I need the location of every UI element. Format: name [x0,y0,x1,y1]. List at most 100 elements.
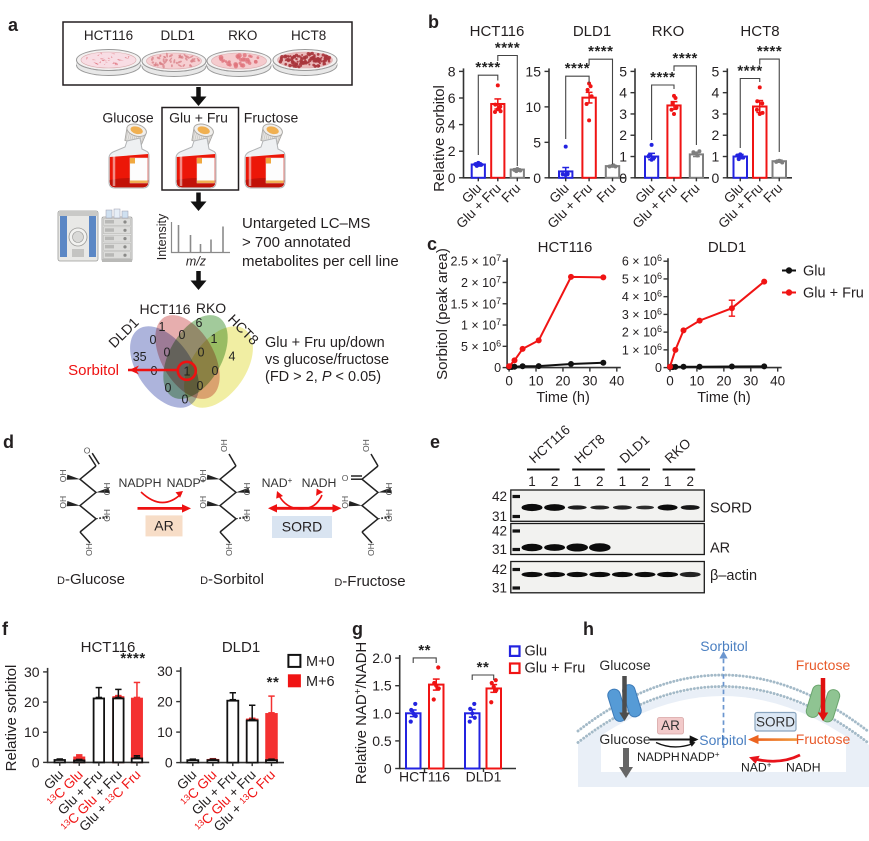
svg-text:**: ** [418,642,431,659]
svg-text:2: 2 [686,474,694,489]
svg-text:2.0: 2.0 [372,650,392,666]
svg-text:HCT116: HCT116 [470,23,525,40]
svg-text:0: 0 [164,346,171,360]
svg-text:1: 1 [712,149,720,165]
svg-text:42: 42 [492,524,507,539]
svg-text:10: 10 [529,374,544,389]
svg-text:Relative sorbitol: Relative sorbitol [3,665,20,772]
svg-text:NAD+: NAD+ [262,476,293,490]
svg-text:0: 0 [494,361,501,375]
svg-text:0: 0 [533,170,541,186]
svg-text:Glucose: Glucose [102,110,154,126]
svg-text:h: h [583,619,594,639]
svg-text:15: 15 [525,63,541,79]
svg-text:RKO: RKO [228,28,257,43]
svg-text:Time (h): Time (h) [536,390,589,406]
svg-text:2 × 106: 2 × 106 [622,324,662,340]
svg-text:NADPH: NADPH [637,750,680,764]
svg-text:OH: OH [102,509,112,522]
svg-text:6 × 106: 6 × 106 [622,253,662,269]
svg-text:NADH: NADH [302,476,337,490]
svg-text:8: 8 [448,63,456,79]
svg-text:2 × 107: 2 × 107 [461,274,501,290]
svg-text:HCT8: HCT8 [291,28,326,43]
svg-text:****: **** [588,43,613,60]
svg-text:d: d [3,432,14,452]
svg-text:Glu + Fru: Glu + Fru [545,181,596,232]
svg-text:DLD1: DLD1 [222,639,260,656]
svg-text:40: 40 [609,374,624,389]
svg-text:10: 10 [24,724,40,740]
svg-text:a: a [8,15,19,35]
svg-text:2: 2 [596,474,604,489]
svg-text:OH: OH [384,483,394,496]
svg-text:Fru: Fru [760,181,785,206]
svg-text:HCT116: HCT116 [538,239,593,256]
svg-text:20: 20 [555,374,570,389]
svg-text:Glu + Fru: Glu + Fru [629,181,680,232]
svg-text:5 × 106: 5 × 106 [622,271,662,287]
svg-text:10: 10 [525,99,541,115]
svg-text:****: **** [120,650,145,667]
svg-text:10: 10 [157,724,173,740]
svg-text:0: 0 [655,361,662,375]
svg-text:Sorbitol: Sorbitol [699,732,746,748]
svg-text:HCT8: HCT8 [571,431,607,466]
svg-text:e: e [430,432,440,452]
svg-text:2.5 × 107: 2.5 × 107 [451,253,502,269]
svg-text:4: 4 [712,85,720,101]
svg-text:Glu + Fru: Glu + Fru [803,286,864,302]
svg-text:**: ** [477,659,490,676]
svg-text:Glu + Fru up/down: Glu + Fru up/down [265,335,385,351]
svg-text:5 × 106: 5 × 106 [461,338,501,354]
svg-text:Sorbitol (peak area): Sorbitol (peak area) [434,248,451,380]
svg-text:5: 5 [619,63,627,79]
svg-text:RKO: RKO [662,435,694,466]
svg-text:0: 0 [505,374,513,389]
svg-text:Sorbitol: Sorbitol [700,638,747,654]
svg-text:2: 2 [448,143,456,159]
svg-text:OH: OH [219,439,229,452]
svg-text:0: 0 [448,170,456,186]
svg-text:Glu: Glu [803,264,826,280]
svg-text:30: 30 [157,663,173,679]
svg-text:1: 1 [573,474,581,489]
svg-text:(FD > 2, P < 0.05): (FD > 2, P < 0.05) [265,369,381,385]
svg-text:OH: OH [242,483,252,496]
svg-text:OH: OH [366,543,376,556]
svg-text:****: **** [737,63,762,80]
svg-text:Fru: Fru [678,181,703,206]
svg-text:NADH: NADH [786,761,821,775]
svg-text:NADP+: NADP+ [681,750,720,764]
svg-text:Fructose: Fructose [796,731,851,747]
svg-text:HCT116: HCT116 [399,769,450,785]
svg-text:Glucose: Glucose [599,657,651,673]
svg-text:Fructose: Fructose [796,657,851,673]
svg-text:0: 0 [32,754,40,770]
svg-text:30: 30 [743,374,758,389]
svg-text:1: 1 [211,332,218,346]
svg-text:42: 42 [492,562,507,577]
svg-text:****: **** [565,60,590,77]
svg-text:42: 42 [492,489,507,504]
svg-text:RKO: RKO [652,23,685,40]
svg-text:Sorbitol: Sorbitol [68,362,119,379]
svg-text:4: 4 [619,85,627,101]
svg-text:OH: OH [198,496,208,509]
svg-text:AR: AR [661,718,680,733]
svg-text:HCT116: HCT116 [84,28,133,43]
svg-text:g: g [352,619,363,639]
svg-text:D-Fructose: D-Fructose [334,573,405,590]
svg-text:M+0: M+0 [306,654,335,670]
svg-text:Glucose: Glucose [599,731,651,747]
svg-text:1 × 107: 1 × 107 [461,317,501,333]
svg-text:OH: OH [384,509,394,522]
svg-text:OH: OH [224,543,234,556]
svg-text:OH: OH [198,469,208,482]
svg-text:metabolites per cell line: metabolites per cell line [242,253,399,270]
svg-text:> 700 annotated: > 700 annotated [242,234,351,251]
svg-text:2: 2 [712,127,720,143]
svg-text:Fru: Fru [498,181,523,206]
svg-text:Fru: Fru [594,181,619,206]
svg-text:0: 0 [197,379,204,393]
